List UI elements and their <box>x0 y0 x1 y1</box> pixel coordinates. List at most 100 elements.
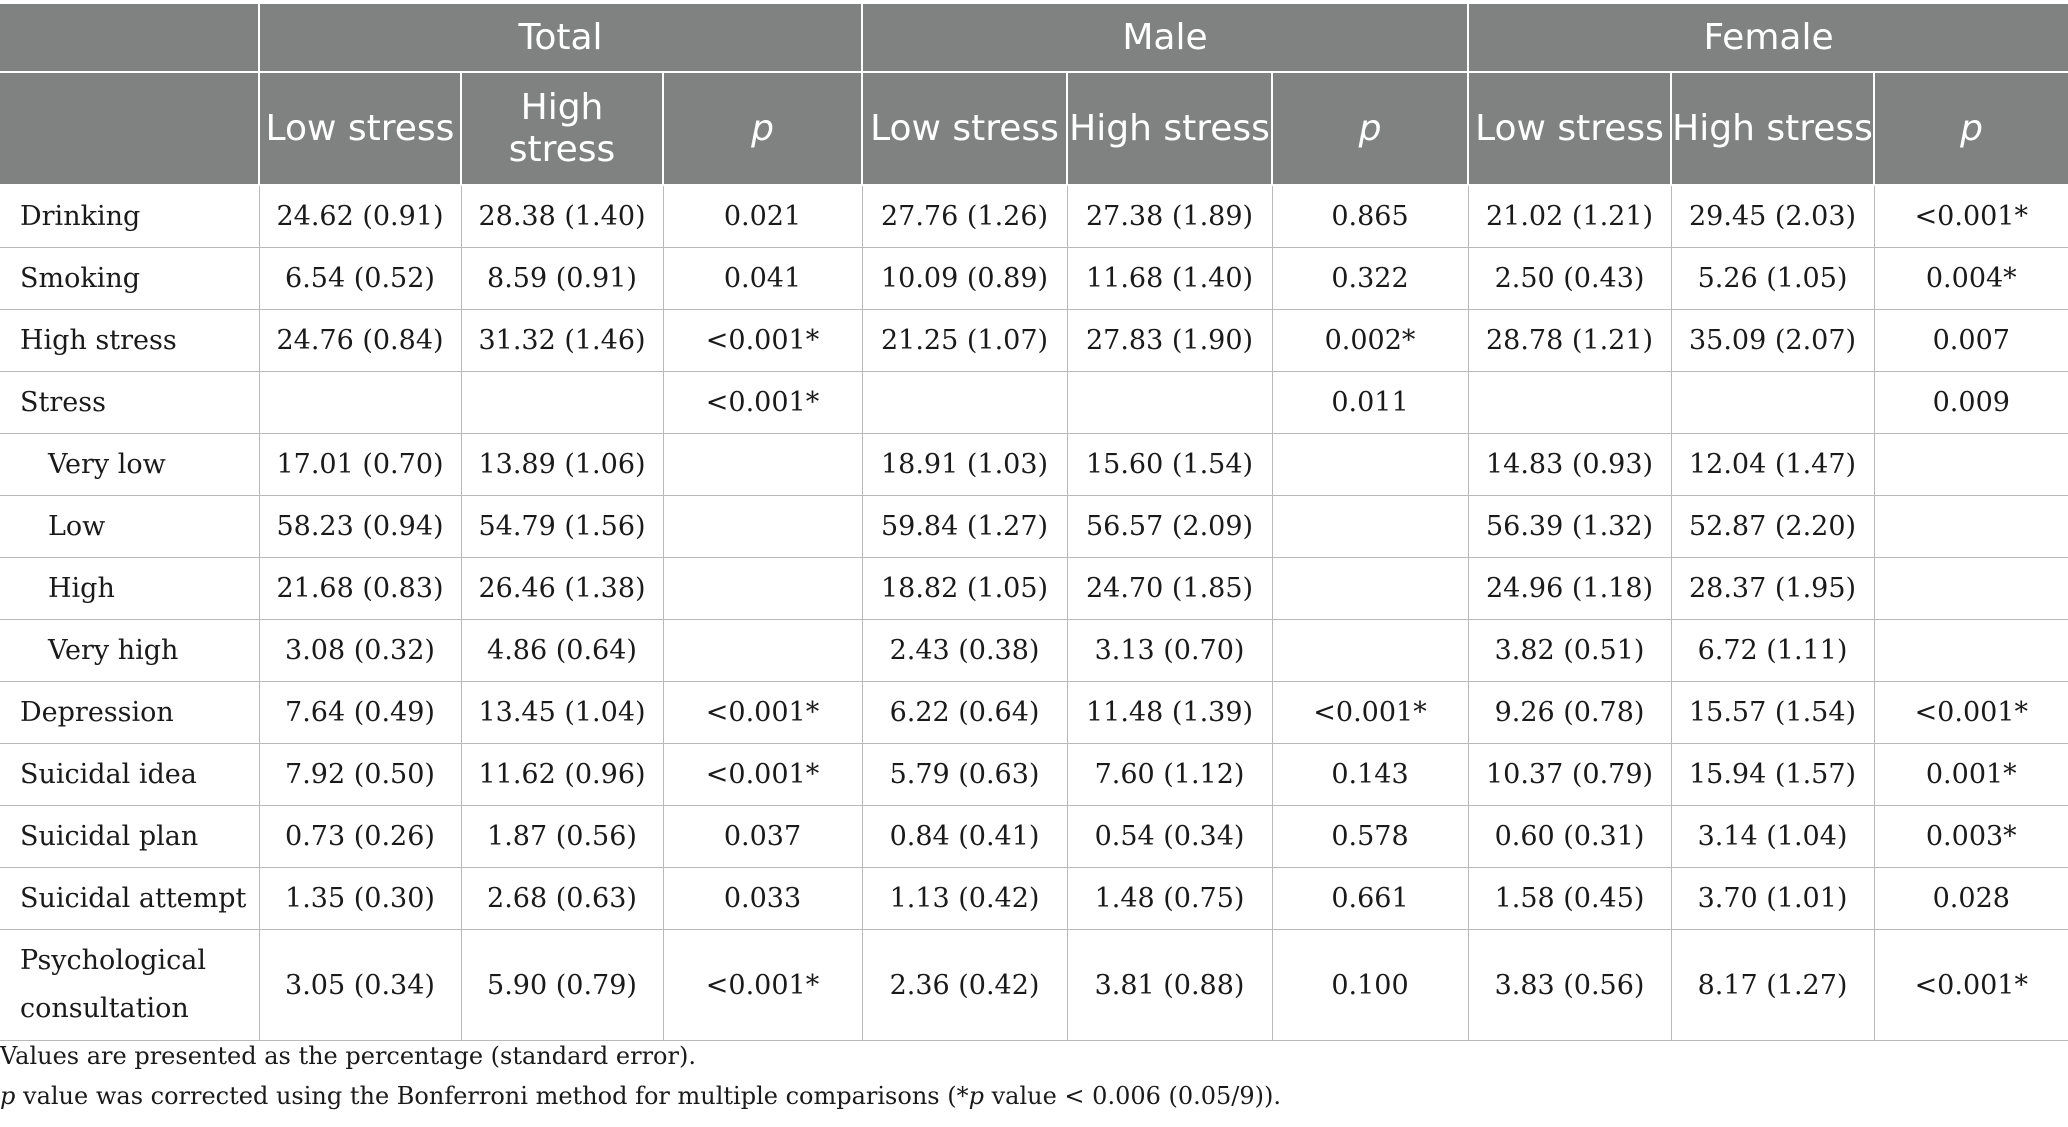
row-label: Psychological consultation <box>0 929 260 1041</box>
value-cell: 18.82 (1.05) <box>861 557 1068 620</box>
value-cell <box>1467 371 1672 434</box>
footnote-values: Values are presented as the percentage (… <box>0 1042 696 1070</box>
value-cell: 0.54 (0.34) <box>1066 805 1273 868</box>
value-cell: 27.76 (1.26) <box>861 184 1068 248</box>
value-cell: 21.25 (1.07) <box>861 309 1068 372</box>
value-cell: 52.87 (2.20) <box>1670 495 1875 558</box>
value-cell: 27.38 (1.89) <box>1066 184 1273 248</box>
p-value-cell: <0.001* <box>1873 184 2068 248</box>
row-label: Drinking <box>0 184 260 248</box>
table-row: Suicidal plan 0.73 (0.26) 1.87 (0.56) 0.037… <box>0 805 2068 868</box>
value-cell: 1.87 (0.56) <box>460 805 664 868</box>
value-cell: 5.79 (0.63) <box>861 743 1068 806</box>
subheader-p: p <box>1874 72 2068 186</box>
p-value-cell: 0.865 <box>1271 184 1469 248</box>
subheader-row: Low stress High stress p Low stress High… <box>0 72 2068 186</box>
p-value-cell: <0.001* <box>1271 681 1469 744</box>
value-cell: 24.70 (1.85) <box>1066 557 1273 620</box>
p-value-cell <box>1873 557 2068 620</box>
p-value-cell <box>1873 433 2068 496</box>
value-cell: 6.72 (1.11) <box>1670 619 1875 682</box>
value-cell: 8.17 (1.27) <box>1670 929 1875 1041</box>
table-row: Low 58.23 (0.94) 54.79 (1.56) 59.84 (1.27) 5… <box>0 495 2068 558</box>
value-cell: 29.45 (2.03) <box>1670 184 1875 248</box>
value-cell: 11.48 (1.39) <box>1066 681 1273 744</box>
value-cell: 6.22 (0.64) <box>861 681 1068 744</box>
p-value-cell: 0.661 <box>1271 867 1469 930</box>
value-cell <box>1670 371 1875 434</box>
p-value-cell: <0.001* <box>662 681 863 744</box>
row-label: Low <box>0 495 260 558</box>
value-cell: 18.91 (1.03) <box>861 433 1068 496</box>
value-cell <box>258 371 462 434</box>
p-value-cell: 0.004* <box>1873 247 2068 310</box>
p-value-cell: 0.037 <box>662 805 863 868</box>
value-cell: 0.60 (0.31) <box>1467 805 1672 868</box>
value-cell: 28.38 (1.40) <box>460 184 664 248</box>
value-cell: 5.90 (0.79) <box>460 929 664 1041</box>
footnote-text: value was corrected using the Bonferroni… <box>15 1082 969 1110</box>
value-cell: 3.70 (1.01) <box>1670 867 1875 930</box>
value-cell: 3.05 (0.34) <box>258 929 462 1041</box>
subheader-low-stress: Low stress <box>259 72 462 186</box>
row-label: Very high <box>0 619 260 682</box>
value-cell: 4.86 (0.64) <box>460 619 664 682</box>
value-cell: 7.64 (0.49) <box>258 681 462 744</box>
p-value-cell: <0.001* <box>662 309 863 372</box>
value-cell: 14.83 (0.93) <box>1467 433 1672 496</box>
p-value-cell: <0.001* <box>662 371 863 434</box>
p-value-cell <box>1271 557 1469 620</box>
value-cell <box>1066 371 1273 434</box>
table-body: Drinking 24.62 (0.91) 28.38 (1.40) 0.021 27.… <box>0 184 2068 1041</box>
row-label: High stress <box>0 309 260 372</box>
table-row: Suicidal idea 7.92 (0.50) 11.62 (0.96) <0.0… <box>0 743 2068 806</box>
p-value-cell: 0.041 <box>662 247 863 310</box>
value-cell: 10.09 (0.89) <box>861 247 1068 310</box>
group-header-total: Total <box>259 4 864 73</box>
p-value-cell: 0.100 <box>1271 929 1469 1041</box>
value-cell: 15.57 (1.54) <box>1670 681 1875 744</box>
value-cell: 11.68 (1.40) <box>1066 247 1273 310</box>
value-cell: 3.14 (1.04) <box>1670 805 1875 868</box>
subheader-low-stress: Low stress <box>1468 72 1673 186</box>
footnote-p-symbol: p <box>0 1082 16 1110</box>
value-cell: 24.76 (0.84) <box>258 309 462 372</box>
value-cell: 59.84 (1.27) <box>861 495 1068 558</box>
value-cell: 1.35 (0.30) <box>258 867 462 930</box>
value-cell: 1.48 (0.75) <box>1066 867 1273 930</box>
row-label: Suicidal plan <box>0 805 260 868</box>
value-cell <box>460 371 664 434</box>
value-cell: 26.46 (1.38) <box>460 557 664 620</box>
p-value-cell: 0.578 <box>1271 805 1469 868</box>
subheader-high-stress: High stress <box>1067 72 1274 186</box>
p-value-cell: 0.322 <box>1271 247 1469 310</box>
value-cell: 56.57 (2.09) <box>1066 495 1273 558</box>
value-cell: 28.78 (1.21) <box>1467 309 1672 372</box>
table-row: Suicidal attempt 1.35 (0.30) 2.68 (0.63) 0.… <box>0 867 2068 930</box>
footnote-correction: p value was corrected using the Bonferro… <box>0 1076 2060 1116</box>
p-value-cell <box>662 495 863 558</box>
corner-cell <box>0 4 260 73</box>
value-cell: 8.59 (0.91) <box>460 247 664 310</box>
table-container: Total Male Female Low stress High stress… <box>0 4 2068 1041</box>
footnote-p-symbol: p <box>968 1082 984 1110</box>
p-value-cell: <0.001* <box>1873 929 2068 1041</box>
p-value-cell <box>662 619 863 682</box>
value-cell: 6.54 (0.52) <box>258 247 462 310</box>
value-cell: 17.01 (0.70) <box>258 433 462 496</box>
value-cell: 58.23 (0.94) <box>258 495 462 558</box>
p-value-cell <box>662 433 863 496</box>
table-row: Drinking 24.62 (0.91) 28.38 (1.40) 0.021 27.… <box>0 184 2068 248</box>
p-value-cell <box>1271 433 1469 496</box>
p-value-cell <box>1873 619 2068 682</box>
p-value-cell: <0.001* <box>662 929 863 1041</box>
p-value-cell: 0.003* <box>1873 805 2068 868</box>
row-label: Depression <box>0 681 260 744</box>
value-cell: 28.37 (1.95) <box>1670 557 1875 620</box>
value-cell: 7.92 (0.50) <box>258 743 462 806</box>
results-table: Total Male Female Low stress High stress… <box>0 4 2068 1041</box>
p-value-cell: 0.001* <box>1873 743 2068 806</box>
value-cell: 27.83 (1.90) <box>1066 309 1273 372</box>
p-value-cell: <0.001* <box>662 743 863 806</box>
subheader-p: p <box>1272 72 1470 186</box>
